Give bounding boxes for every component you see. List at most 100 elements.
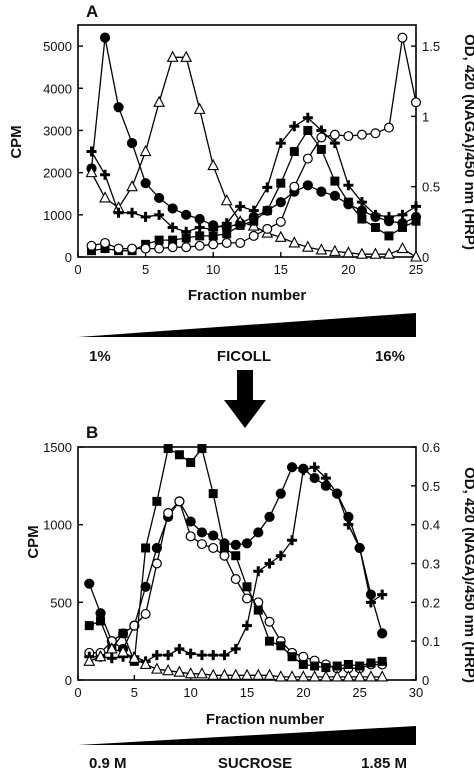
panel-b-series-filled-square-point [310,661,320,671]
panel-a-series-filled-square-point [316,144,326,154]
panel-a-series-plus-point [194,222,205,233]
panel-b-series-filled-square-point [321,663,331,673]
panel-a-series-open-triangle-point [220,194,233,206]
panel-a-series-filled-circle-point [154,192,165,204]
panel-b-series-open-circle-point [151,558,162,569]
ficoll-start-label: 1% [89,348,111,365]
down-arrow-icon [224,370,266,428]
panel-a-series-filled-circle-point [181,209,192,220]
panel-b-series-open-triangle-point [128,651,141,663]
panel-b-y2-tick-label: 0 [422,673,429,688]
panel-a-series-open-triangle-point [396,241,409,254]
panel-a-series-open-circle-point [208,239,219,250]
panel-b-series-filled-circle-point [377,628,388,639]
panel-b-series-filled-square-point [163,444,173,454]
panel-b-series-open-triangle-point [263,668,276,680]
panel-a-series-open-triangle-point [99,191,111,203]
panel-a-series-filled-square-point [249,216,259,226]
panel-a-x-tick-label: 20 [341,262,355,277]
panel-a-series-open-circle-point [248,230,259,241]
panel-a-series-filled-square-point [154,235,164,245]
panel-a-y2-tick-label: 0 [422,250,429,265]
panel-b-y2label: OD, 420 (NAGA)/450 nm (HRP) [461,467,474,683]
panel-a-series-open-triangle-point [342,246,355,258]
panel-a-x-tick-label: 15 [274,262,288,277]
panel-b-series-filled-square-point [366,658,376,668]
sucrose-gradient-wedge [78,726,416,745]
panel-b-series-open-circle-point [230,574,241,585]
panel-b-series-open-triangle-point [218,668,231,680]
panel-a-series-filled-circle-point [167,203,178,214]
panel-b-series-plus-point [343,519,354,530]
panel-b-plot-frame [77,446,417,681]
sucrose-label: SUCROSE [218,755,292,771]
panel-a-series-open-triangle-point [301,240,314,252]
panel-a-series-filled-square-point [289,147,299,157]
panel-b-series-open-circle-line [89,500,383,670]
panel-a-ylabel: CPM [8,125,25,158]
ficoll-label: FICOLL [217,348,271,365]
panel-a-series-open-triangle-point [356,247,368,259]
panel-b-series-filled-square-point [84,621,94,631]
panel-b-series-open-triangle-point [139,657,152,670]
panel-b-series-open-triangle-point [376,670,389,682]
panel-a-series-open-circle-point [397,32,408,43]
panel-a-x-tick-label: 0 [74,262,81,277]
panel-a-series-open-triangle-point [153,95,166,107]
panel-a-series-filled-square-point [276,178,286,188]
panel-b-series-plus-point [332,488,343,499]
panel-a-series-plus-point [262,182,273,193]
panel-b-series-open-triangle-point [162,663,175,676]
panel-b-series-filled-square-point [231,551,241,561]
panel-a-series-open-circle-point [343,131,354,142]
panel-b-series-open-circle-point [196,539,207,550]
panel-a-series-filled-square-point [343,197,353,207]
panel-b-series-open-triangle-point [83,654,96,666]
panel-a-series-plus-point [221,218,232,229]
panel-b-series-open-triangle-point [297,670,310,682]
panel-b-series-filled-square-point [253,605,263,615]
panel-a-series-filled-circle-line [90,37,417,229]
panel-a-series-plus-point [100,169,111,180]
panel-a-series-open-triangle-point [383,247,395,259]
panel-b-series-open-triangle-point [173,665,186,677]
panel-a-series-filled-square-point [384,231,394,241]
panel-b-series-filled-square-point [355,661,365,671]
panel-b-x-tick-label: 5 [131,685,138,700]
panel-b-y-tick-label: 1500 [43,440,72,455]
panel-a-series-open-circle-point [275,216,286,227]
panel-a-series-filled-square-point [100,244,110,254]
panel-b-series-filled-square-point [332,661,342,671]
panel-a-plot-frame [77,24,417,258]
panel-b-series-filled-square-point [265,636,275,646]
panel-b-x-tick-label: 15 [240,685,254,700]
panel-a-y-tick-label: 5000 [43,39,72,54]
panel-b-y2-tick-label: 0.1 [422,634,440,649]
panel-a-series-open-circle-point [302,153,313,164]
panel-b-series-open-triangle-point [274,670,287,682]
panel-a-y-tick-label: 2000 [43,166,72,181]
panel-a-series-filled-circle-point [194,213,205,225]
panel-b-series-filled-circle-point [253,527,264,538]
panel-a-series-filled-square-point [330,176,340,186]
panel-b-series-filled-circle-point [95,608,106,619]
panel-a-series-filled-square-point [222,229,232,239]
panel-b-series-open-circle-point [298,651,309,662]
panel-b-series-filled-circle-point [275,488,286,499]
panel-a-series-open-triangle-point [410,250,422,262]
panel-b-series-filled-square-point [118,628,128,638]
panel-b-series-open-triangle-point [229,668,242,680]
panel-a-series-filled-circle-point [329,190,340,201]
panel-a-series-open-circle-point [235,237,246,248]
panel-b-x-tick-label: 25 [352,685,366,700]
panel-b-series-open-triangle-point [319,670,332,682]
panel-a-series-open-circle-point [127,243,138,254]
panel-a-series-plus-point [343,180,354,191]
panel-a-x-tick-label: 25 [409,262,423,277]
panel-a-series-open-triangle-point [207,158,220,171]
panel-b-series-plus-point [354,542,365,553]
panel-b-series-plus-point [174,643,185,654]
panel-b-series-open-triangle-point [94,650,107,662]
panel-b-series-open-circle-point [174,496,185,507]
